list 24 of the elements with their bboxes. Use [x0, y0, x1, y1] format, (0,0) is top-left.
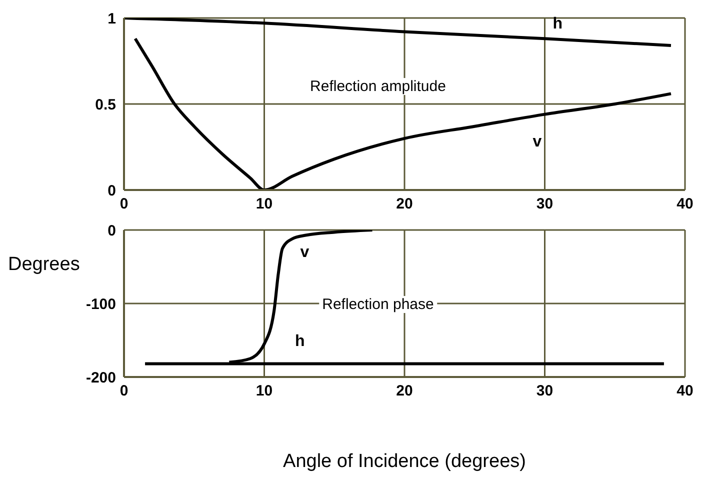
y-tick-label: 1	[108, 10, 116, 28]
x-tick-label: 10	[256, 196, 273, 213]
x-tick-label: 10	[256, 382, 273, 400]
y-tick-label: -100	[86, 296, 116, 313]
x-axis-title: Angle of Incidence (degrees)	[283, 451, 526, 472]
y-tick-label: -200	[86, 369, 116, 386]
x-tick-label: 20	[396, 196, 413, 213]
y-axis-title: Degrees	[8, 254, 80, 276]
y-tick-label: 0.5	[95, 96, 116, 114]
x-tick-label: 40	[676, 382, 694, 400]
annotation: Reflection amplitude	[307, 78, 449, 95]
series-label: v	[300, 244, 310, 261]
x-tick-label: 20	[396, 382, 413, 400]
x-tick-label: 30	[536, 196, 554, 213]
annotation: Reflection phase	[319, 296, 437, 313]
series-label: h	[552, 16, 563, 33]
x-tick-label: 0	[120, 382, 128, 400]
series-label: v	[532, 133, 542, 150]
series-label: h	[295, 332, 305, 350]
x-tick-label: 0	[120, 196, 128, 213]
y-tick-label: 0	[108, 222, 116, 240]
y-tick-label: 0	[108, 182, 116, 200]
x-tick-label: 30	[536, 382, 554, 400]
x-tick-label: 40	[676, 196, 694, 213]
